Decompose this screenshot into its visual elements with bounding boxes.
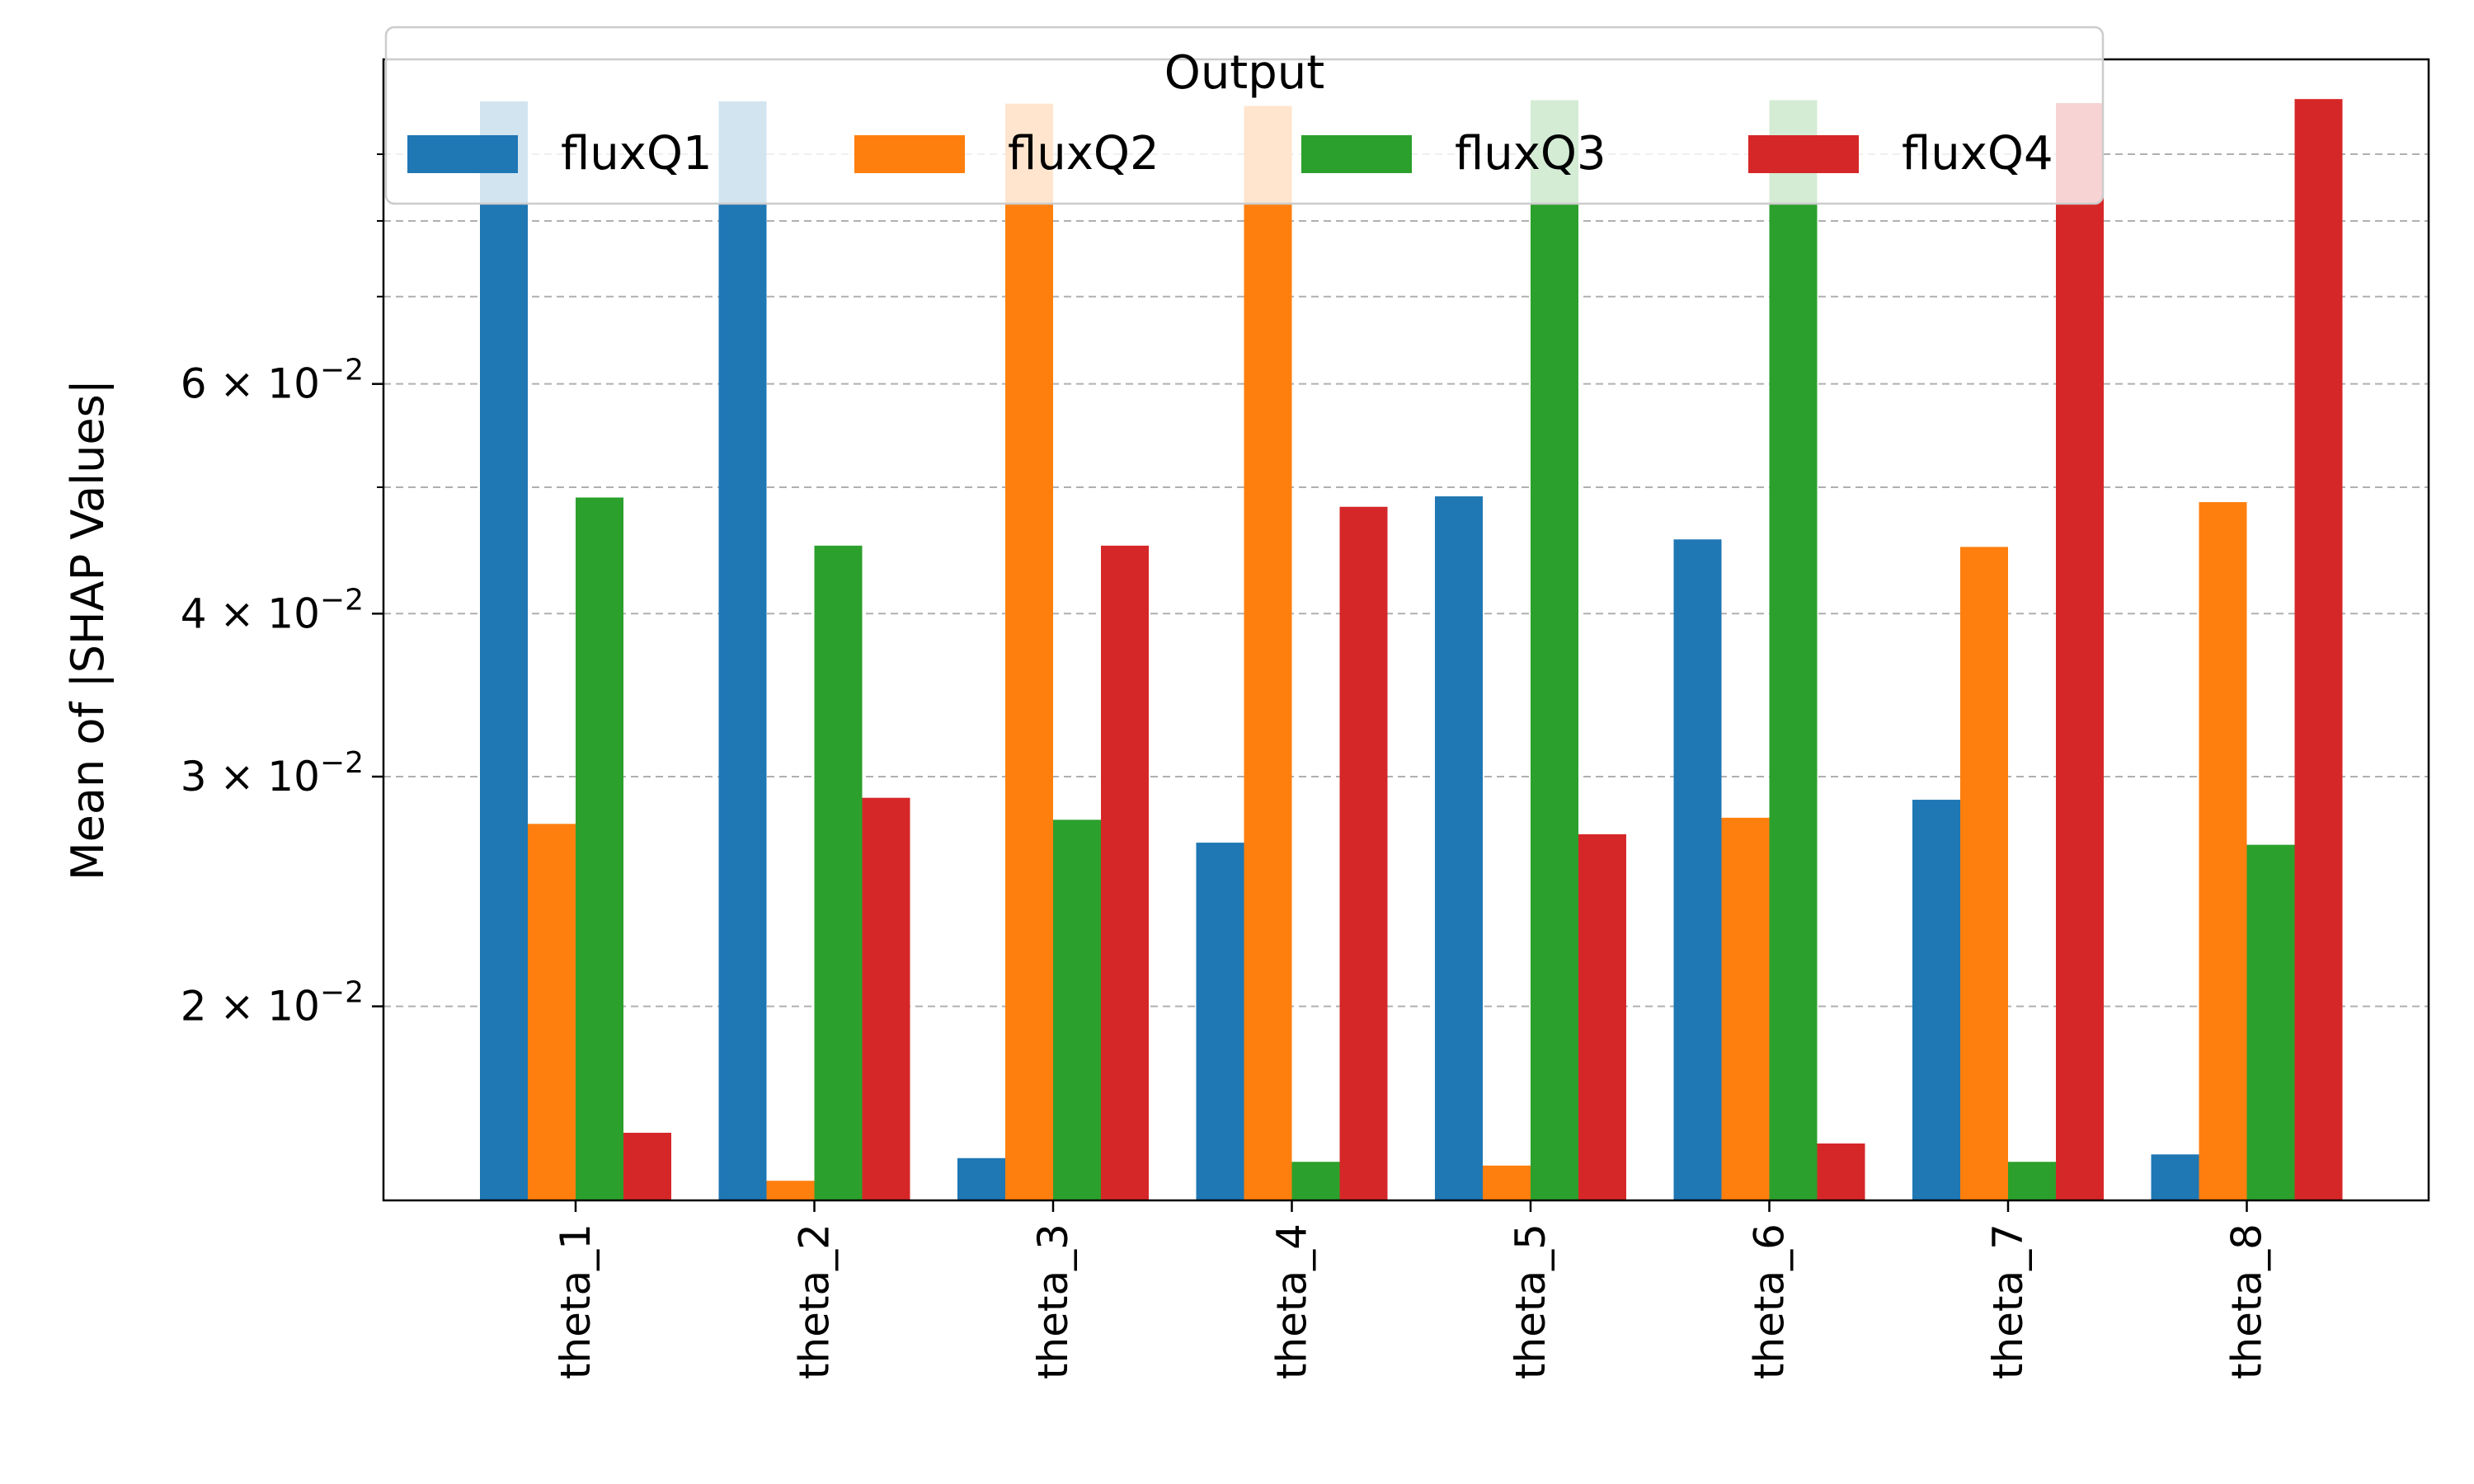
bars bbox=[480, 99, 2343, 1201]
bar-fluxQ2-theta_1 bbox=[528, 824, 576, 1200]
legend: Output fluxQ1 fluxQ2 fluxQ3 fluxQ4 bbox=[384, 26, 2105, 205]
x-tick-label: theta_8 bbox=[2223, 1223, 2271, 1379]
legend-label-fluxQ1: fluxQ1 bbox=[561, 127, 713, 181]
bar-fluxQ4-theta_8 bbox=[2294, 99, 2343, 1200]
bar-fluxQ1-theta_8 bbox=[2151, 1154, 2199, 1200]
x-tick-label: theta_1 bbox=[552, 1223, 600, 1379]
y-tick-label: 2 × 10−2 bbox=[181, 976, 364, 1031]
bar-fluxQ3-theta_8 bbox=[2246, 844, 2295, 1200]
bar-fluxQ4-theta_3 bbox=[1101, 545, 1149, 1200]
bar-fluxQ4-theta_4 bbox=[1339, 506, 1388, 1200]
bar-fluxQ3-theta_1 bbox=[576, 497, 623, 1200]
bar-fluxQ4-theta_5 bbox=[1578, 834, 1626, 1200]
bar-fluxQ3-theta_6 bbox=[1769, 100, 1818, 1200]
y-axis-ticks: 2 × 10−2 3 × 10−2 4 × 10−2 6 × 10−2 bbox=[181, 153, 383, 1031]
bar-fluxQ2-theta_6 bbox=[1721, 817, 1770, 1200]
bar-fluxQ2-theta_4 bbox=[1244, 106, 1292, 1201]
bar-fluxQ3-theta_7 bbox=[2008, 1162, 2056, 1200]
bar-fluxQ2-theta_5 bbox=[1483, 1165, 1531, 1200]
bar-fluxQ1-theta_7 bbox=[1912, 800, 1960, 1200]
x-tick-label: theta_6 bbox=[1746, 1223, 1794, 1379]
x-tick-label: theta_7 bbox=[1984, 1223, 2032, 1379]
x-tick-label: theta_3 bbox=[1029, 1223, 1077, 1379]
bar-fluxQ2-theta_7 bbox=[1960, 547, 2008, 1200]
bar-fluxQ3-theta_5 bbox=[1531, 100, 1578, 1200]
legend-swatch-fluxQ3 bbox=[1301, 135, 1412, 173]
bar-fluxQ4-theta_1 bbox=[623, 1132, 671, 1200]
bar-fluxQ3-theta_4 bbox=[1291, 1162, 1340, 1200]
y-tick-label: 6 × 10−2 bbox=[181, 354, 364, 408]
x-tick-label: theta_5 bbox=[1507, 1223, 1554, 1379]
bar-fluxQ1-theta_3 bbox=[957, 1158, 1005, 1200]
bar-fluxQ4-theta_6 bbox=[1817, 1143, 1865, 1200]
bar-fluxQ1-theta_1 bbox=[480, 101, 528, 1201]
legend-label-fluxQ2: fluxQ2 bbox=[1008, 127, 1159, 181]
bar-fluxQ1-theta_6 bbox=[1673, 539, 1722, 1200]
legend-box bbox=[384, 26, 2105, 205]
x-tick-label: theta_2 bbox=[791, 1223, 839, 1379]
legend-label-fluxQ4: fluxQ4 bbox=[1902, 127, 2053, 181]
bar-fluxQ4-theta_7 bbox=[2056, 103, 2104, 1201]
legend-swatch-fluxQ2 bbox=[854, 135, 965, 173]
legend-title: Output bbox=[1164, 46, 1325, 100]
bar-fluxQ2-theta_3 bbox=[1005, 103, 1053, 1201]
bar-fluxQ4-theta_2 bbox=[862, 797, 910, 1200]
y-tick-label: 4 × 10−2 bbox=[181, 583, 364, 637]
x-tick-label: theta_4 bbox=[1268, 1223, 1316, 1379]
legend-label-fluxQ3: fluxQ3 bbox=[1455, 127, 1606, 181]
bar-fluxQ3-theta_3 bbox=[1053, 819, 1101, 1200]
legend-swatch-fluxQ4 bbox=[1748, 135, 1859, 173]
bar-fluxQ2-theta_2 bbox=[766, 1181, 815, 1200]
bar-fluxQ3-theta_2 bbox=[814, 545, 863, 1200]
bar-fluxQ2-theta_8 bbox=[2199, 502, 2247, 1200]
bar-fluxQ1-theta_5 bbox=[1435, 496, 1483, 1200]
bar-fluxQ1-theta_4 bbox=[1196, 843, 1244, 1200]
legend-swatch-fluxQ1 bbox=[407, 135, 518, 173]
y-axis-label: Mean of |SHAP Values| bbox=[62, 379, 114, 881]
x-axis-ticks: theta_1 theta_2 theta_3 theta_4 theta_5 theta… bbox=[552, 1200, 2271, 1379]
bar-fluxQ1-theta_2 bbox=[718, 101, 767, 1201]
y-tick-label: 3 × 10−2 bbox=[181, 746, 364, 801]
